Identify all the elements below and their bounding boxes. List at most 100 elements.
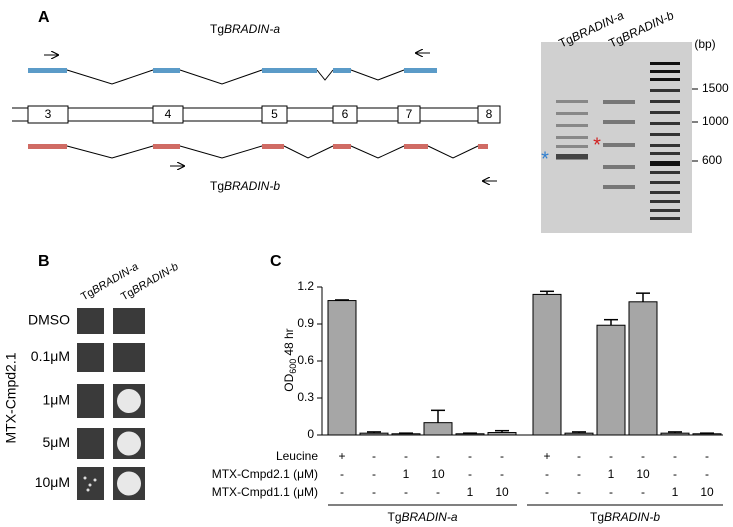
panel-label: B [38,253,50,270]
condition-value: + [543,449,550,463]
bar [455,433,485,436]
gel-band [556,100,588,103]
condition-value: - [340,485,344,499]
gel-band [650,78,680,81]
colony [86,488,90,492]
exon-number: 8 [486,107,493,121]
gel-band [603,100,635,104]
condition-value: 10 [636,467,650,481]
marker-label: 1500 [702,81,729,95]
gel-band [650,152,680,155]
gene-name: BRADIN-b [619,8,676,44]
exon-number: 5 [271,107,278,121]
exon-box [477,105,501,124]
gene-prefix: Tg [210,22,224,36]
bar [391,433,421,436]
gel-band [556,145,588,148]
gel-band [650,122,680,125]
gel-band [650,144,680,147]
bar [423,422,453,436]
exon-box [152,105,184,124]
condition-value: 10 [431,467,445,481]
condition-value: - [641,485,645,499]
condition-value: - [641,449,645,463]
gene-prefix: Tg [387,510,401,524]
colony [83,476,87,480]
gene-prefix: Tg [79,286,96,303]
bar [596,324,626,436]
condition-value: - [577,449,581,463]
condition-value: 10 [700,485,714,499]
y-tick-label: 0.3 [297,390,314,404]
bar [564,432,594,436]
condition-value: - [372,485,376,499]
gel-band [603,185,635,189]
plate [77,467,104,500]
condition-value: - [577,485,581,499]
gel-band [650,70,680,73]
gel-band [650,200,680,203]
row-label: DMSO [28,312,70,328]
condition-value: - [404,449,408,463]
row-label: 0.1μM [31,348,70,364]
marker-label: 600 [702,153,722,167]
gel-band [650,191,680,194]
gel-band [603,165,635,169]
gel-band [650,111,680,114]
y-label-rest: 48 hr [282,328,296,355]
colony [93,478,97,482]
plate [77,384,104,418]
exon-number: 7 [406,107,413,121]
gel-bands [556,62,680,220]
gene-prefix: Tg [210,179,224,193]
bar [628,301,658,436]
gel-band [556,124,588,127]
y-tick-label: 0 [307,427,314,441]
star: * [593,134,601,156]
exons-a [28,68,437,73]
condition-value: - [436,485,440,499]
exon-box [332,105,358,124]
gene-label: TgBRADIN-b [210,179,280,193]
star: * [541,148,549,170]
exon-box [261,105,288,124]
colony [117,471,141,496]
condition-value: - [372,449,376,463]
row-label: 1μM [42,392,70,408]
exon-number: 4 [165,107,172,121]
gel-band [556,112,588,115]
colony [117,389,141,413]
y-label-main: OD [282,373,296,391]
colony [88,483,92,487]
condition-label: Leucine [276,449,318,463]
exon-number: 3 [45,107,52,121]
colony [117,431,141,456]
condition-value: - [468,449,472,463]
exons-b [28,144,488,149]
gel-band [650,133,680,136]
gene-name: BRADIN-b [224,179,280,193]
plate [113,343,145,372]
gel-band [650,171,680,174]
condition-value: 10 [495,485,509,499]
gene-label: TgBRADIN-a [210,22,280,36]
condition-value: - [468,467,472,481]
condition-value: - [545,467,549,481]
condition-value: 1 [467,485,474,499]
condition-value: 1 [672,485,679,499]
condition-label: MTX-Cmpd2.1 (μM) [212,467,318,481]
condition-value: - [577,467,581,481]
gel-band [650,100,680,103]
plate-images [77,308,145,500]
condition-value: - [705,449,709,463]
gene-prefix: Tg [607,32,626,51]
gene-name: BRADIN-b [604,510,660,524]
y-tick-label: 1.2 [297,279,314,293]
row-label: 5μM [42,434,70,450]
bar [359,432,389,436]
plate [77,308,104,334]
gel-band [556,154,588,159]
y-tick-label: 0.9 [297,316,314,330]
